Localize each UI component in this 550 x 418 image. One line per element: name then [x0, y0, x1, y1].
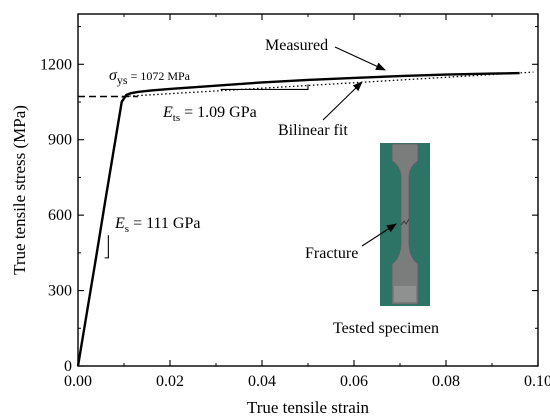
- y-tick-label: 900: [48, 132, 72, 149]
- fracture-label: Fracture: [305, 245, 358, 262]
- hardening-slope-triangle: [220, 84, 309, 90]
- bilinear-fit-label: Bilinear fit: [278, 122, 348, 139]
- tested-specimen-label: Tested specimen: [333, 320, 439, 337]
- x-tick-label: 0.02: [156, 373, 184, 390]
- specimen-shape: [391, 143, 419, 305]
- x-tick-label: 0.08: [432, 373, 460, 390]
- sigma-symbol: σ: [109, 67, 118, 84]
- bilinear-fit-arrow: [322, 81, 363, 121]
- y-tick-label: 300: [48, 283, 72, 300]
- y-axis-title: True tensile stress (MPa): [10, 105, 29, 275]
- sigma-value: = 1072 MPa: [128, 69, 191, 83]
- slope-triangles: [104, 84, 309, 259]
- ets-symbol: E: [162, 104, 173, 121]
- fracture-arrow: [361, 223, 397, 247]
- fracture-line: [400, 218, 410, 226]
- y-tick-label: 600: [48, 207, 72, 224]
- es-symbol: E: [114, 215, 125, 232]
- plot-frame: [77, 13, 539, 367]
- elastic-slope-triangle: [104, 235, 109, 259]
- ets-value: = 1.09 GPa: [180, 104, 257, 121]
- x-tick-label: 0.06: [340, 373, 368, 390]
- series-layer: [76, 71, 534, 367]
- axis-ticks: [77, 14, 539, 367]
- specimen-grip: [394, 286, 416, 302]
- x-axis-title: True tensile strain: [247, 398, 370, 417]
- x-tick-label: 0.10: [524, 373, 550, 390]
- es-label: Es = 111 GPa: [114, 215, 200, 235]
- es-value: = 111 GPa: [129, 215, 200, 232]
- y-tick-label: 0: [64, 358, 72, 375]
- ets-label: Ets = 1.09 GPa: [162, 104, 257, 124]
- measured-label: Measured: [265, 37, 328, 54]
- x-tick-labels: 0.00 0.02 0.04 0.06 0.08 0.10: [64, 373, 550, 390]
- y-tick-labels: 0 300 600 900 1200: [40, 56, 72, 375]
- es-subscript: s: [125, 223, 129, 235]
- ets-subscript: ts: [173, 112, 180, 124]
- x-tick-label: 0.00: [64, 373, 92, 390]
- sigma-ys-label: σys = 1072 MPa: [109, 67, 191, 87]
- measured-arrow: [334, 46, 386, 71]
- specimen-photo: [380, 143, 430, 306]
- x-tick-label: 0.04: [248, 373, 276, 390]
- sigma-subscript: ys: [117, 73, 128, 87]
- y-tick-label: 1200: [40, 56, 72, 73]
